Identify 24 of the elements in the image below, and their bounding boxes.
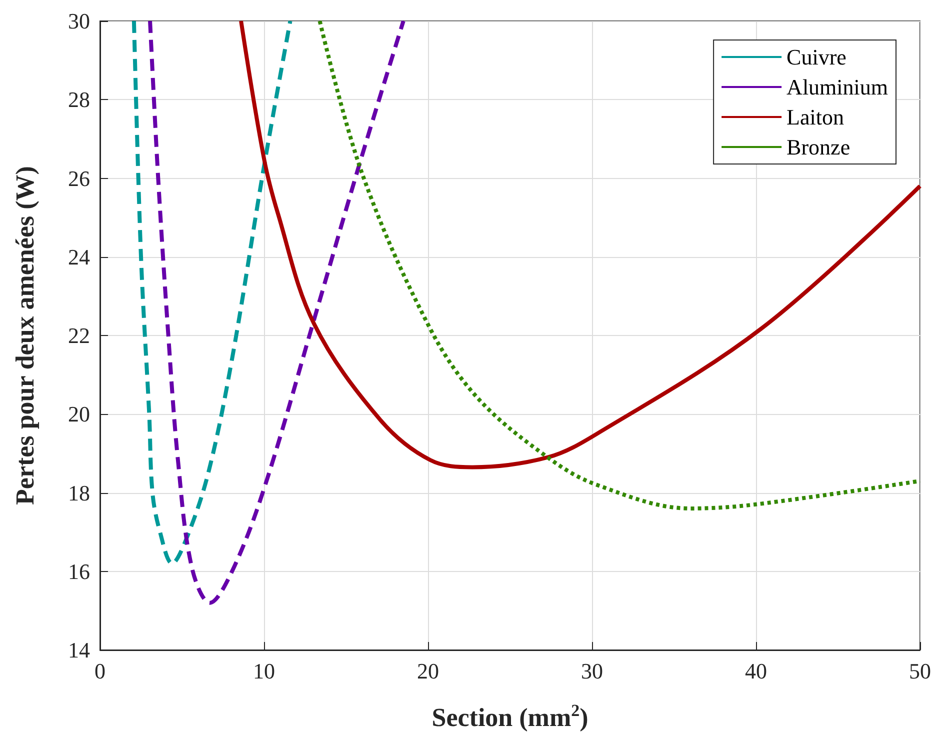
line-series: [148, 19, 406, 605]
y-tick-label: 16: [68, 558, 90, 584]
y-axis-title: Pertes pour deux amenées (W): [10, 166, 40, 505]
y-tick-label: 30: [68, 8, 90, 34]
x-tick-label: 30: [581, 658, 603, 684]
x-tick-label: 20: [417, 658, 439, 684]
y-tick-label: 20: [68, 402, 90, 427]
y-tick-label: 28: [68, 87, 90, 112]
y-tick-label: 26: [68, 166, 90, 191]
y-tick-label: 14: [68, 638, 90, 662]
x-tick-label: 0: [94, 658, 106, 684]
y-tick-label: 22: [68, 323, 90, 348]
x-tick-label: 10: [253, 658, 275, 684]
legend-label: Aluminium: [786, 74, 888, 100]
y-tick-label: 24: [68, 244, 90, 270]
line-series: [318, 19, 922, 510]
x-tick-label: 40: [745, 658, 767, 684]
legend-label: Cuivre: [786, 44, 846, 70]
line-series: [132, 19, 292, 566]
x-tick-label: 50: [909, 658, 931, 684]
line-series: [239, 19, 922, 470]
legend-label: Bronze: [786, 134, 850, 160]
legend-label: Laiton: [786, 104, 844, 130]
y-tick-label: 18: [68, 480, 90, 506]
